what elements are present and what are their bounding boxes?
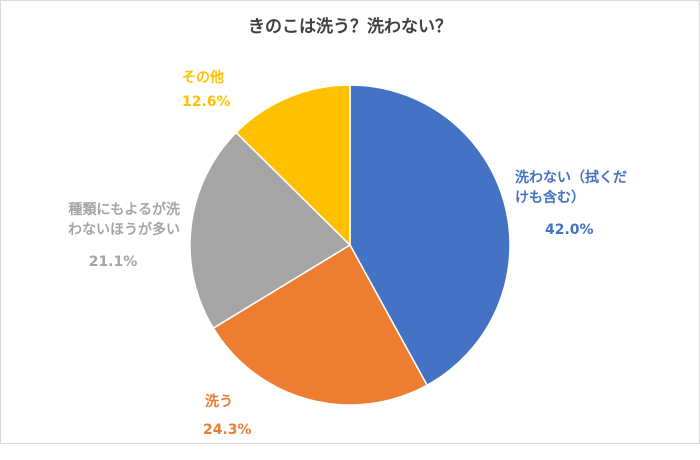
slice-arau-nai [349, 84, 511, 387]
slice-label-arau: 洗う 24.3% [203, 372, 252, 460]
slice-label-shurui: 種類にもよるが洗 わないほうが多い 21.1% [46, 180, 180, 292]
slice-label-text: その他 [182, 70, 224, 86]
slice-value-label: 42.0% [545, 222, 594, 238]
slice-label-sonota: その他 12.6% [182, 48, 231, 132]
slice-label-arau-nai: 洗わない（拭くだ けも含む） 42.0% [515, 148, 627, 260]
pie-chart [189, 84, 511, 406]
slice-label-text: 種類にもよるが洗 わないほうが多い [68, 202, 180, 238]
slice-value-label: 24.3% [203, 422, 252, 438]
chart-title: きのこは洗う？洗わない？ [248, 17, 452, 37]
slice-label-text: 洗う [205, 394, 233, 410]
slice-arau [212, 243, 429, 406]
slice-value-label: 12.6% [182, 94, 231, 110]
slice-label-text: 洗わない（拭くだ けも含む） [515, 170, 627, 206]
slice-value-label: 21.1% [88, 254, 138, 270]
slice-shurui [189, 131, 352, 330]
slice-sonota [235, 84, 351, 247]
